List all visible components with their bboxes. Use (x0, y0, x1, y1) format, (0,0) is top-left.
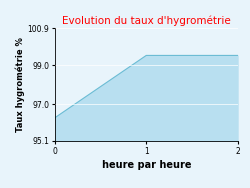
Y-axis label: Taux hygrométrie %: Taux hygrométrie % (16, 37, 25, 132)
Title: Evolution du taux d'hygrométrie: Evolution du taux d'hygrométrie (62, 16, 230, 26)
X-axis label: heure par heure: heure par heure (102, 160, 191, 170)
